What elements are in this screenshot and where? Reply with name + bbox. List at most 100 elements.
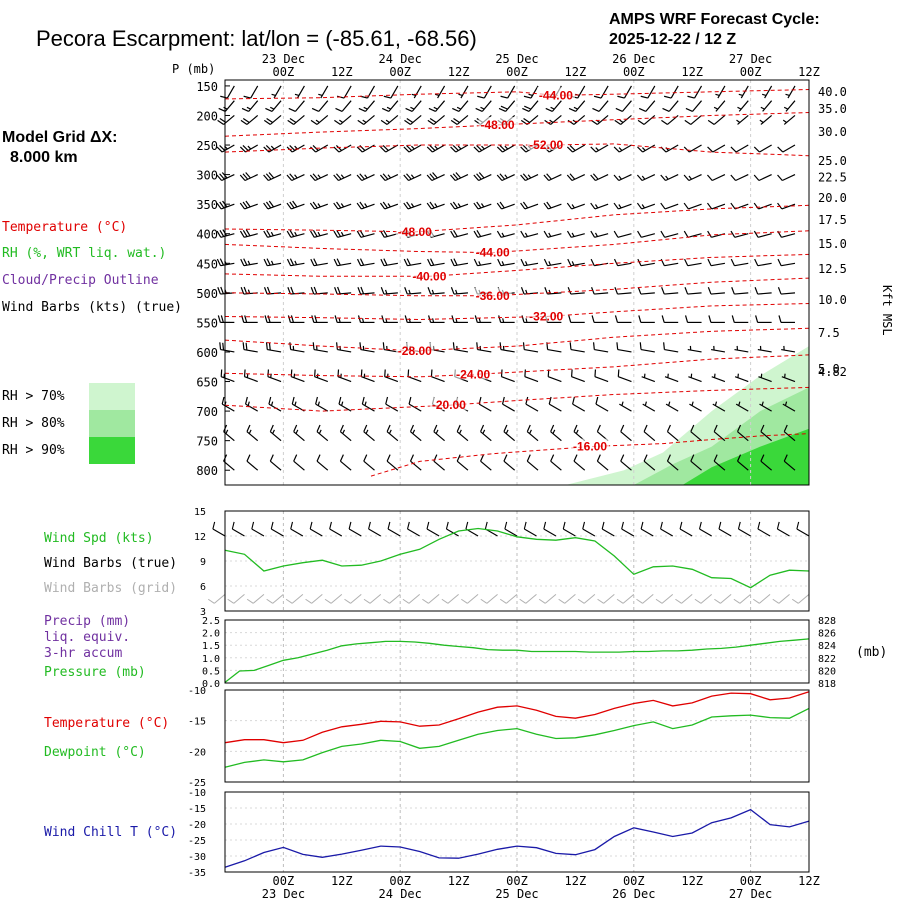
barb-half-feather — [571, 261, 575, 266]
barb-feather — [426, 146, 433, 153]
model-grid-label: Model Grid ΔX: — [2, 129, 118, 146]
wind-barb — [590, 202, 609, 210]
wind-barb — [683, 230, 702, 238]
barb-staff — [314, 233, 328, 238]
barb-feather — [265, 342, 268, 350]
wind-barb — [566, 144, 586, 153]
wind-barb — [339, 454, 352, 471]
barb-staff — [740, 85, 749, 99]
top-hour-label: 12Z — [798, 65, 820, 79]
barb-feather — [477, 95, 485, 99]
barb-feather — [356, 258, 362, 266]
wind-barb — [286, 144, 305, 153]
barb-half-feather — [363, 106, 368, 110]
isotherm-label-bg — [527, 137, 566, 151]
barb-half-feather — [294, 260, 298, 265]
true-barb — [270, 521, 284, 537]
wind-barb — [520, 230, 539, 238]
wind-barb — [263, 258, 282, 267]
grid-barb — [597, 593, 615, 604]
true-barb — [757, 521, 771, 537]
barb-half-feather — [691, 401, 694, 406]
barb-feather — [783, 454, 788, 462]
barb-staff — [410, 431, 422, 442]
barb-half-feather — [525, 318, 528, 323]
pressure-tick: 550 — [196, 316, 218, 330]
wind-barb — [754, 258, 772, 267]
wind-barb — [568, 315, 585, 324]
wind-barb — [683, 144, 702, 153]
cross-section-frame — [224, 79, 810, 486]
barb-feather — [336, 342, 338, 350]
barb-feather — [548, 396, 552, 405]
barb-staff — [737, 431, 749, 442]
barb-feather — [592, 107, 600, 112]
legend-temperature-2: Temperature (°C) — [44, 716, 169, 731]
barb-staff — [760, 115, 773, 125]
barb-staff — [600, 85, 609, 99]
wind-barb — [411, 85, 422, 99]
wind-barb — [409, 424, 422, 442]
barb-feather — [757, 521, 761, 530]
grid-barb — [402, 593, 420, 604]
barb-staff — [573, 115, 586, 125]
barb-staff — [783, 431, 796, 442]
wind-barb — [759, 401, 772, 412]
forecast-cycle-time: 2025-12-22 / 12 Z — [609, 31, 736, 48]
true-barb — [523, 521, 537, 537]
temperature-frame — [224, 689, 810, 783]
barb-feather — [286, 230, 292, 238]
barb-feather — [550, 454, 555, 462]
value-tick: -25 — [188, 836, 206, 847]
barb-staff — [668, 100, 679, 112]
model-grid-value: 8.000 km — [10, 149, 78, 166]
barb-half-feather — [714, 401, 718, 406]
barb-half-feather — [339, 119, 344, 124]
wind-barb — [754, 287, 772, 295]
barb-half-feather — [481, 145, 485, 150]
barb-staff — [758, 376, 772, 383]
barb-feather — [312, 230, 318, 237]
wind-barb — [663, 85, 679, 99]
barb-feather — [638, 107, 647, 112]
barb-staff — [787, 85, 796, 99]
wind-barb — [310, 286, 328, 295]
wind-barb — [637, 144, 656, 153]
barb-staff — [337, 203, 352, 210]
wind-barb — [380, 115, 399, 125]
barb-feather — [621, 521, 624, 530]
barb-staff — [757, 528, 771, 537]
barb-staff — [251, 528, 265, 537]
wind-barb — [643, 454, 656, 471]
isotherm-label-bg — [473, 244, 512, 258]
barb-half-feather — [270, 106, 275, 110]
barb-staff — [480, 460, 492, 471]
wind-barb — [427, 115, 445, 125]
barb-half-feather — [434, 203, 438, 208]
barb-staff — [431, 376, 445, 383]
barb-staff — [360, 292, 375, 295]
pressure-tick: 250 — [196, 139, 218, 153]
value-tick: -10 — [188, 686, 206, 697]
barb-staff — [547, 233, 562, 238]
barb-staff — [640, 262, 655, 267]
barb-feather — [286, 174, 293, 181]
barb-staff — [269, 431, 282, 442]
barb-staff — [500, 348, 515, 353]
barb-half-feather — [482, 429, 486, 434]
barb-feather — [461, 598, 468, 604]
wind-barb — [263, 286, 282, 295]
barb-feather — [453, 230, 458, 237]
barb-half-feather — [688, 175, 693, 180]
barb-staff — [313, 262, 328, 267]
barb-feather — [566, 146, 574, 153]
barb-feather — [216, 202, 222, 210]
legend-rh70-swatch — [89, 383, 135, 410]
barb-half-feather — [552, 429, 556, 434]
barb-feather — [570, 369, 573, 377]
barb-half-feather — [386, 106, 392, 110]
barb-staff — [221, 144, 235, 153]
barb-staff — [226, 85, 235, 99]
barb-feather — [613, 230, 619, 238]
barb-feather — [478, 172, 485, 179]
